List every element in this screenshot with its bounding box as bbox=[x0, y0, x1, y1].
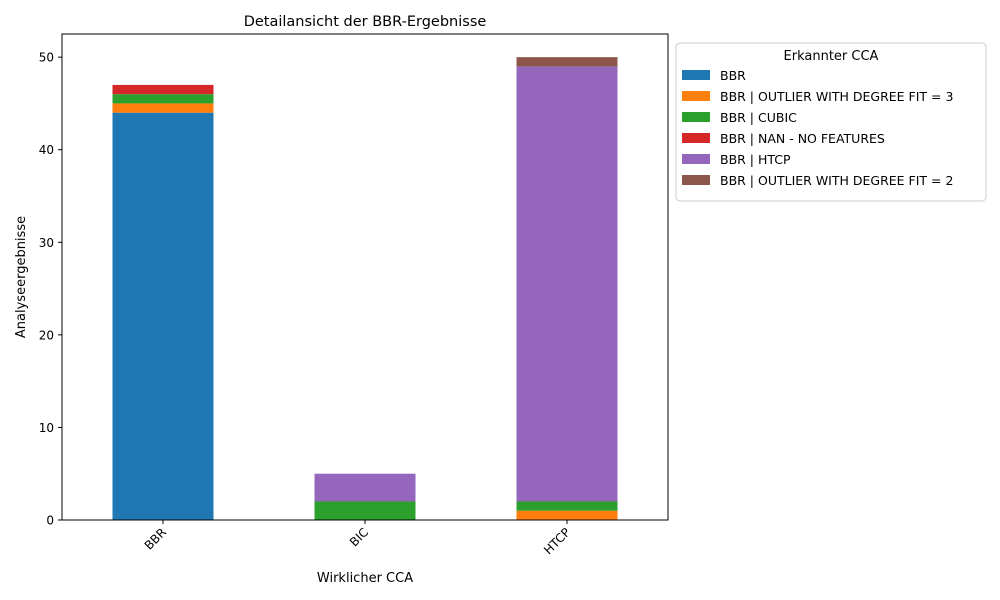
bar-segment bbox=[112, 112, 214, 520]
y-tick-label: 40 bbox=[39, 143, 54, 157]
y-tick-label: 50 bbox=[39, 51, 54, 65]
bar-segment bbox=[516, 510, 618, 520]
bars-layer bbox=[112, 57, 618, 520]
legend-label: BBR | HTCP bbox=[720, 152, 791, 167]
bar-segment bbox=[112, 103, 214, 113]
x-axis-label: Wirklicher CCA bbox=[317, 571, 413, 586]
x-tick-label: HTCP bbox=[541, 525, 573, 557]
x-tick-label: BBR bbox=[142, 525, 169, 552]
legend-label: BBR bbox=[720, 68, 746, 83]
legend-label: BBR | NAN - NO FEATURES bbox=[720, 131, 885, 146]
legend: Erkannter CCA BBR BBR | OUTLIER WITH DEGRE… bbox=[675, 42, 987, 202]
legend-swatch bbox=[682, 175, 710, 185]
y-axis: 0 10 20 30 40 50 bbox=[39, 51, 62, 528]
legend-swatch bbox=[682, 112, 710, 122]
legend-swatch bbox=[682, 91, 710, 101]
bar-segment bbox=[516, 66, 618, 502]
legend-swatch bbox=[682, 133, 710, 143]
legend-swatch bbox=[682, 154, 710, 164]
legend-label: BBR | CUBIC bbox=[720, 110, 797, 125]
bar-segment bbox=[314, 473, 416, 502]
x-tick-label: BIC bbox=[347, 525, 371, 549]
y-tick-label: 20 bbox=[39, 328, 54, 342]
bar-segment bbox=[112, 94, 214, 104]
legend-swatch bbox=[682, 70, 710, 80]
bar-segment bbox=[314, 501, 416, 520]
legend-box bbox=[675, 42, 987, 202]
plot-frame bbox=[61, 33, 669, 521]
bar-segment bbox=[112, 84, 214, 95]
bar-segment bbox=[516, 57, 618, 67]
chart-title: Detailansicht der BBR-Ergebnisse bbox=[244, 14, 487, 30]
legend-title: Erkannter CCA bbox=[784, 49, 879, 64]
x-axis: BBR BIC HTCP bbox=[142, 520, 573, 557]
y-tick-label: 10 bbox=[39, 421, 54, 435]
bar-segment bbox=[516, 501, 618, 511]
legend-label: BBR | OUTLIER WITH DEGREE FIT = 3 bbox=[720, 89, 953, 104]
y-tick-label: 30 bbox=[39, 236, 54, 250]
y-tick-label: 0 bbox=[46, 514, 54, 528]
y-axis-label: Analyseergebnisse bbox=[14, 216, 29, 338]
legend-label: BBR | OUTLIER WITH DEGREE FIT = 2 bbox=[720, 173, 953, 188]
